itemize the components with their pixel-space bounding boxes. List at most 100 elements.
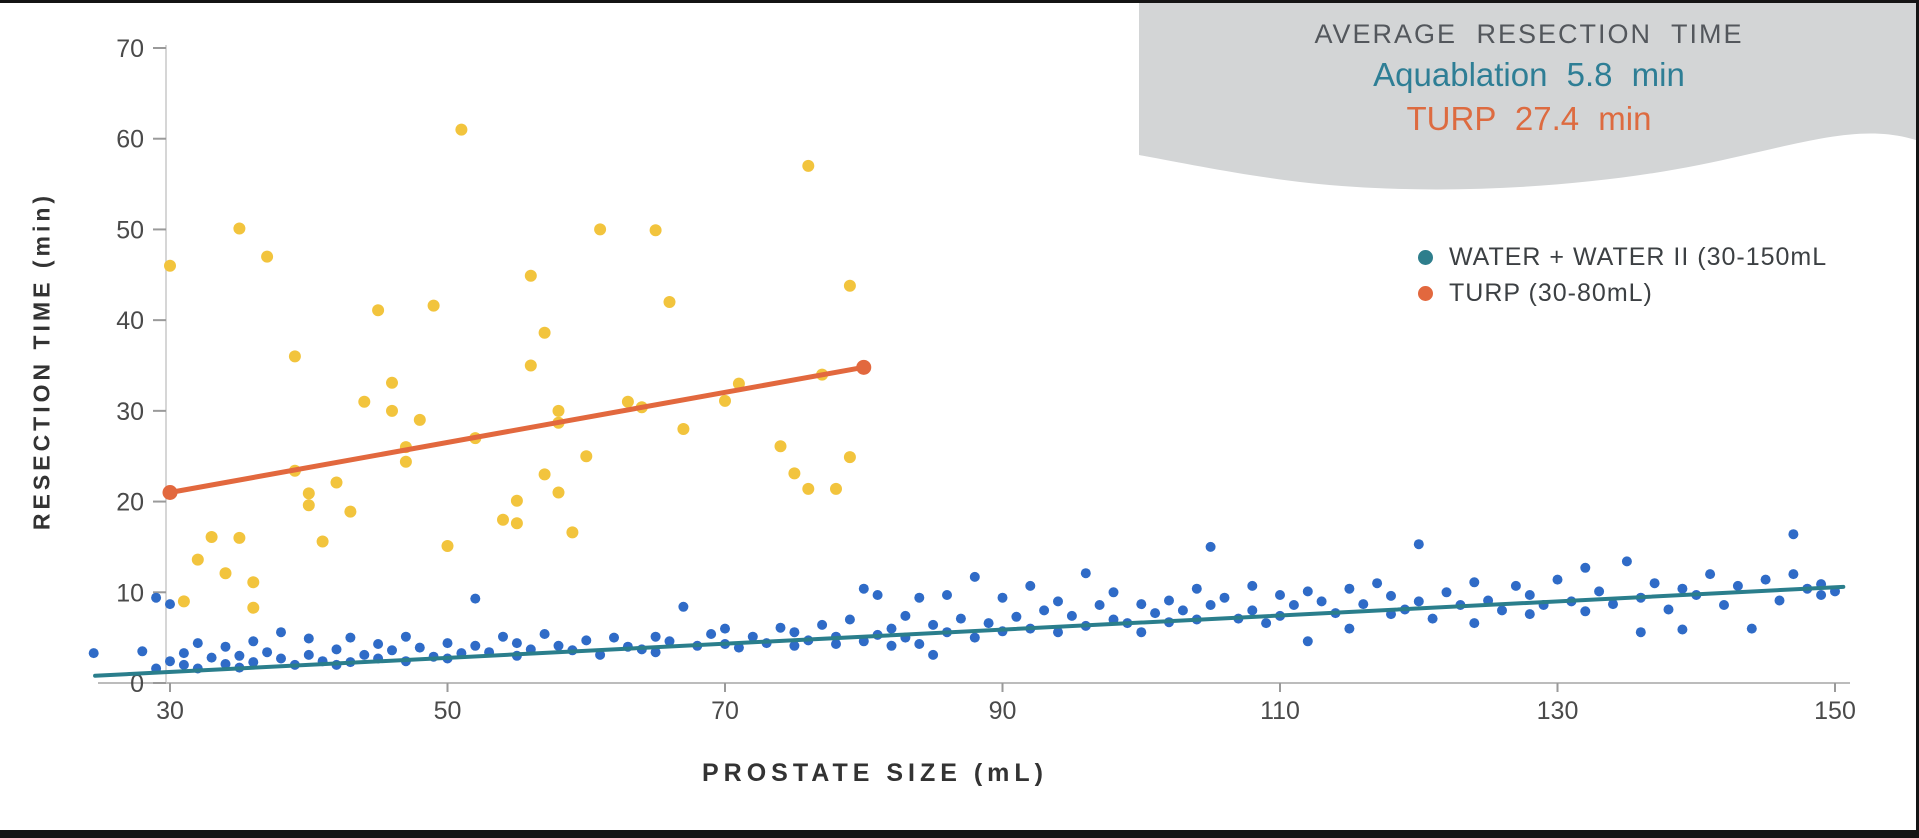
scatter-point-aquablation xyxy=(1719,600,1729,610)
scatter-point-aquablation xyxy=(1316,596,1327,607)
scatter-point-aquablation xyxy=(248,636,259,647)
y-tick-label: 70 xyxy=(116,35,144,63)
y-tick-label: 60 xyxy=(116,126,144,154)
legend-label-turp: TURP (30-80mL) xyxy=(1449,278,1653,307)
scatter-point-turp xyxy=(302,499,315,512)
scatter-point-turp xyxy=(386,376,398,389)
scatter-point-aquablation xyxy=(165,599,175,610)
scatter-point-aquablation xyxy=(1344,623,1355,634)
scatter-point-aquablation xyxy=(1066,610,1077,621)
scatter-point-aquablation xyxy=(650,647,661,658)
summary-box-wave-shape xyxy=(1139,3,1916,190)
x-tick-label: 110 xyxy=(1260,697,1300,725)
scatter-point-aquablation xyxy=(553,640,564,651)
scatter-point-aquablation xyxy=(1608,599,1618,610)
scatter-point-aquablation xyxy=(400,631,411,642)
summary-aquablation-value: Aquablation 5.8 min xyxy=(1373,56,1685,93)
scatter-point-aquablation xyxy=(1469,618,1480,629)
summary-turp-value: TURP 27.4 min xyxy=(1406,100,1652,137)
scatter-point-turp xyxy=(344,505,357,518)
scatter-point-turp xyxy=(788,467,801,480)
scatter-point-aquablation xyxy=(88,648,99,659)
scatter-point-aquablation xyxy=(1177,605,1188,616)
scatter-point-aquablation xyxy=(747,631,758,642)
scatter-point-aquablation xyxy=(1053,596,1063,607)
scatter-point-aquablation xyxy=(1621,556,1632,567)
scatter-point-aquablation xyxy=(858,583,869,594)
scatter-point-aquablation xyxy=(511,638,522,649)
scatter-point-aquablation xyxy=(595,649,606,660)
scatter-point-turp xyxy=(802,159,815,172)
scatter-point-aquablation xyxy=(206,652,217,663)
x-tick-label: 50 xyxy=(434,697,462,725)
scatter-point-aquablation xyxy=(844,614,855,625)
scatter-point-aquablation xyxy=(151,592,162,603)
scatter-point-aquablation xyxy=(1039,605,1050,616)
scatter-point-aquablation xyxy=(303,633,314,644)
scatter-point-turp xyxy=(663,296,676,308)
scatter-point-aquablation xyxy=(1441,587,1452,598)
scatter-point-aquablation xyxy=(817,619,828,630)
scatter-point-turp xyxy=(413,413,426,426)
scatter-point-aquablation xyxy=(928,619,939,630)
summary-text: AVERAGE RESECTION TIME Aquablation 5.8 m… xyxy=(1139,3,1916,138)
scatter-point-turp xyxy=(843,279,856,292)
scatter-point-aquablation xyxy=(539,629,550,639)
scatter-point-aquablation xyxy=(1136,599,1147,610)
scatter-point-aquablation xyxy=(1635,627,1646,638)
scatter-point-turp xyxy=(288,350,301,363)
scatter-point-turp xyxy=(177,595,190,608)
scatter-point-aquablation xyxy=(1288,600,1299,610)
scatter-point-aquablation xyxy=(969,571,980,582)
scatter-point-aquablation xyxy=(303,649,314,660)
legend-label-aquablation: WATER + WATER II (30-150mL xyxy=(1449,242,1828,271)
scatter-point-aquablation xyxy=(1011,611,1022,622)
scatter-point-aquablation xyxy=(1358,599,1369,610)
scatter-point-aquablation xyxy=(1788,569,1799,580)
scatter-point-turp xyxy=(677,423,690,435)
scatter-point-turp xyxy=(386,404,398,417)
scatter-point-turp xyxy=(205,531,218,543)
scatter-point-aquablation xyxy=(178,659,189,670)
scatter-point-aquablation xyxy=(1746,623,1757,634)
scatter-point-turp xyxy=(538,468,551,481)
y-tick-label: 10 xyxy=(116,579,144,607)
scatter-point-turp xyxy=(510,494,523,507)
scatter-point-aquablation xyxy=(1150,608,1161,619)
scatter-point-aquablation xyxy=(1080,568,1091,579)
scatter-point-aquablation xyxy=(1191,583,1202,594)
scatter-point-aquablation xyxy=(858,636,869,647)
scatter-point-aquablation xyxy=(650,631,661,642)
scatter-point-aquablation xyxy=(165,656,175,667)
x-tick-label: 30 xyxy=(156,697,184,725)
scatter-point-aquablation xyxy=(1275,590,1285,600)
scatter-point-turp xyxy=(247,576,260,589)
scatter-point-aquablation xyxy=(1524,590,1535,600)
scatter-point-aquablation xyxy=(1094,600,1105,610)
scatter-point-aquablation xyxy=(1552,574,1563,585)
scatter-point-turp xyxy=(219,567,232,580)
scatter-point-aquablation xyxy=(1788,529,1799,540)
scatter-point-aquablation xyxy=(664,636,675,647)
y-tick-label: 50 xyxy=(116,216,144,244)
scatter-point-turp xyxy=(552,404,565,417)
scatter-point-aquablation xyxy=(872,590,883,600)
scatter-point-aquablation xyxy=(1580,562,1591,573)
y-tick-label: 30 xyxy=(116,398,144,426)
scatter-point-turp xyxy=(552,486,565,499)
scatter-point-aquablation xyxy=(1261,618,1272,629)
scatter-point-turp xyxy=(233,531,246,544)
scatter-point-aquablation xyxy=(1663,604,1674,615)
y-tick-label: 0 xyxy=(130,670,144,698)
aquablation-legend-dot-icon xyxy=(1418,249,1433,265)
scatter-point-aquablation xyxy=(137,646,148,657)
scatter-point-aquablation xyxy=(900,610,911,621)
scatter-point-aquablation xyxy=(1649,578,1660,589)
scatter-point-aquablation xyxy=(831,639,841,649)
scatter-point-aquablation xyxy=(178,648,189,659)
scatter-point-aquablation xyxy=(886,623,897,634)
turp-legend-dot-icon xyxy=(1418,285,1433,301)
scatter-point-aquablation xyxy=(1136,627,1147,638)
scatter-point-aquablation xyxy=(1732,580,1743,591)
scatter-point-turp xyxy=(233,222,246,235)
